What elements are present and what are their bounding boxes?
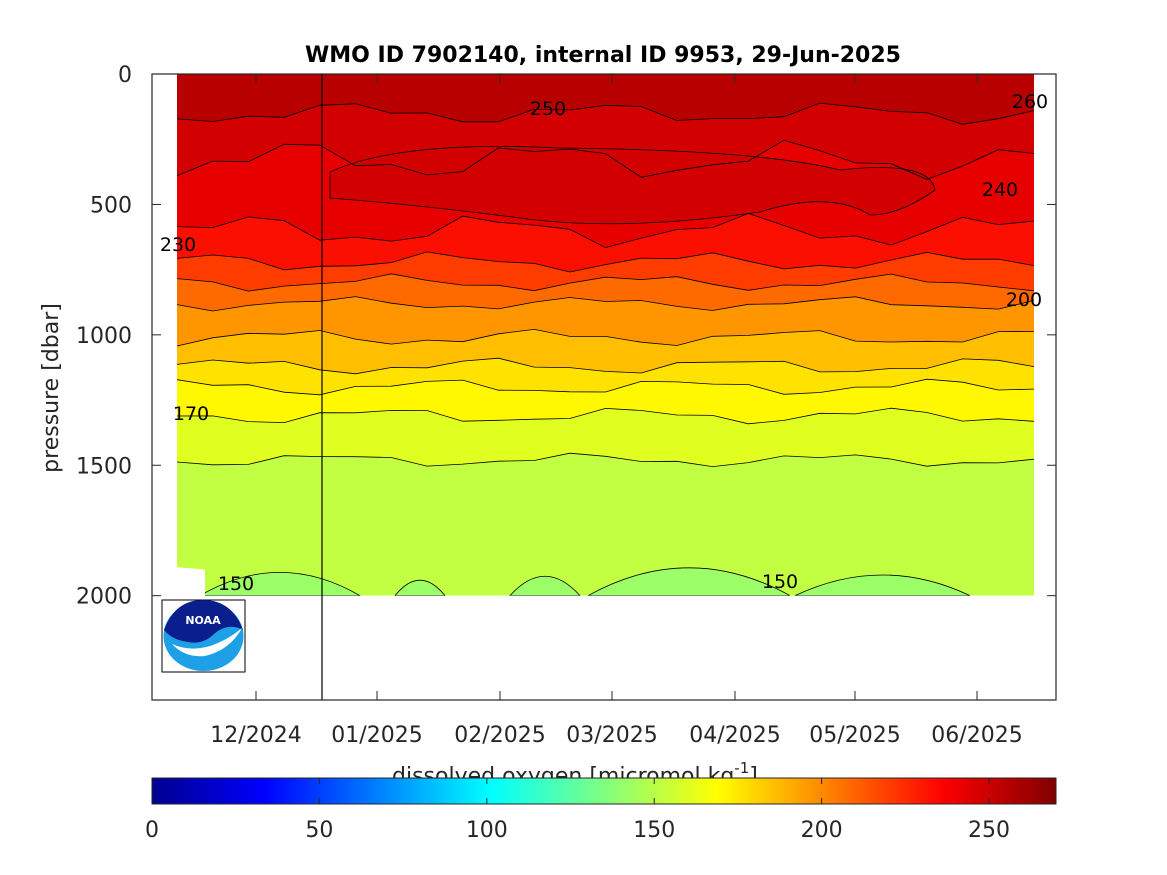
isoline-160 (176, 452, 1035, 468)
isoline-230 (176, 251, 1035, 273)
y-tick-label: 1500 (76, 454, 132, 479)
isoline-260 (176, 102, 1035, 125)
contour-label: 150 (218, 573, 254, 595)
y-tick-label: 2000 (76, 585, 132, 610)
contour-label: 170 (173, 403, 209, 425)
contour-lines (176, 102, 1035, 468)
isoline-250 (176, 139, 1035, 180)
contour-label: 150 (762, 571, 798, 593)
colorbar-tick-label: 200 (801, 818, 843, 843)
below-data (152, 595, 1056, 700)
colorbar-ticks: 0 50 100 150 200 250 (145, 778, 1010, 843)
y-axis-label: pressure [dbar] (39, 303, 64, 473)
contour-label: 200 (1006, 289, 1042, 311)
isoline-180 (176, 378, 1035, 396)
y-tick-label: 0 (118, 63, 132, 88)
chart-title: WMO ID 7902140, internal ID 9953, 29-Jun… (305, 43, 901, 68)
band-250-core (329, 146, 936, 225)
colorbar-tick-label: 0 (145, 818, 159, 843)
contour-label: 250 (530, 98, 566, 120)
x-tick-label: 01/2025 (331, 723, 422, 748)
x-tick-label: 03/2025 (566, 723, 657, 748)
isoline-190 (176, 357, 1035, 375)
isoline-210 (176, 296, 1035, 312)
noaa-logo: NOAA (161, 599, 246, 673)
y-axis: 0 500 1000 1500 2000 (76, 63, 1056, 610)
isoline-200 (176, 328, 1035, 347)
x-tick-label: 12/2024 (210, 723, 301, 748)
colorbar-tick-label: 100 (466, 818, 508, 843)
band-150-patch (198, 571, 362, 597)
band-150-patch (587, 567, 791, 597)
contour-label: 240 (982, 179, 1018, 201)
isoline-220 (176, 273, 1035, 292)
x-tick-label: 05/2025 (809, 723, 900, 748)
band-260 (177, 74, 1034, 125)
contour-labels: 250 260 240 230 200 170 150 150 (160, 91, 1048, 595)
contour-label: 260 (1012, 91, 1048, 113)
band-150-patch (794, 574, 971, 597)
isoline-240 (176, 212, 1035, 249)
x-tick-label: 06/2025 (931, 723, 1022, 748)
band-150-patch (394, 579, 446, 597)
band-150-patch (509, 575, 581, 597)
colorbar-tick-label: 250 (968, 818, 1010, 843)
y-tick-label: 500 (90, 193, 132, 218)
colorbar-tick-label: 150 (633, 818, 675, 843)
isoline-170 (176, 407, 1035, 425)
y-tick-label: 1000 (76, 324, 132, 349)
colorbar-tick-label: 50 (305, 818, 333, 843)
plot-frame (151, 73, 1057, 701)
contour-label: 230 (160, 234, 196, 256)
x-axis: 12/2024 01/2025 02/2025 03/2025 04/2025 05/20… (210, 74, 1023, 748)
colorbar (151, 777, 1057, 805)
no-data-gap (175, 566, 205, 598)
contour-fill (152, 74, 1056, 700)
svg-text:NOAA: NOAA (185, 614, 221, 627)
x-tick-label: 04/2025 (689, 723, 780, 748)
x-tick-label: 02/2025 (454, 723, 545, 748)
